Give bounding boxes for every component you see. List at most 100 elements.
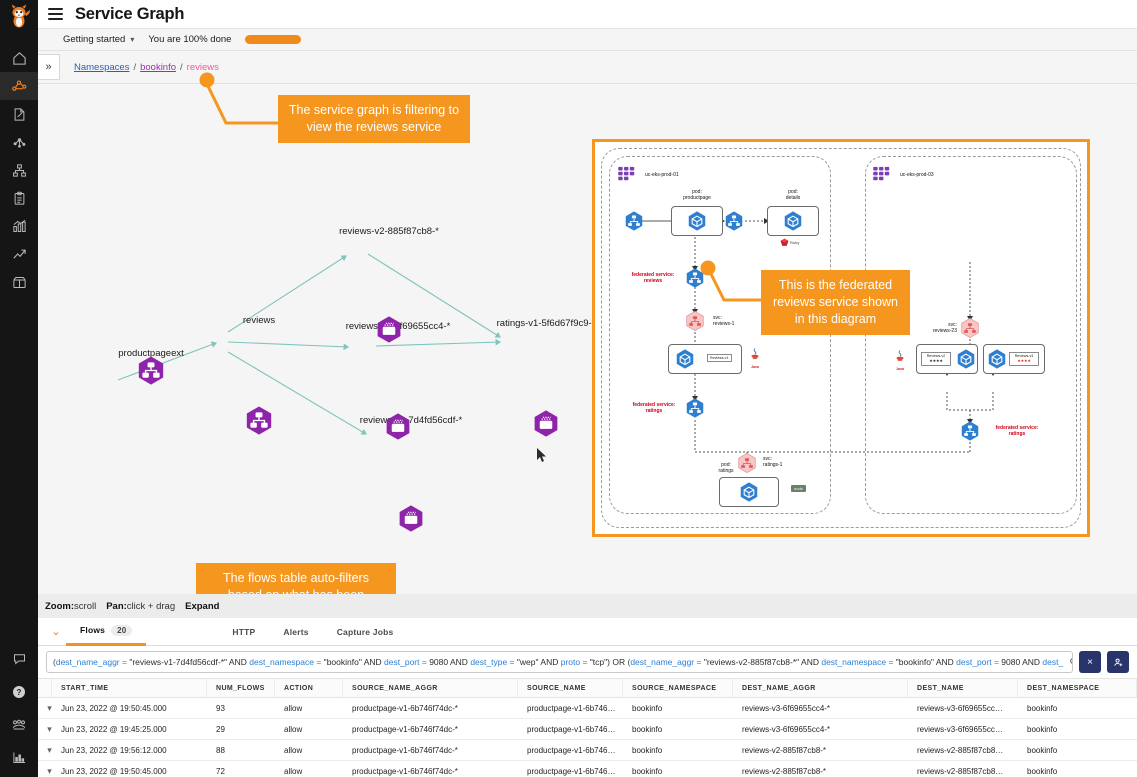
question-circle-icon[interactable]: ? bbox=[0, 676, 38, 707]
cluster-label-prod-03: uc-eks-prod-03 bbox=[900, 172, 934, 178]
query-token: dest_name_aggr bbox=[55, 657, 120, 667]
breadcrumb-bar: » Namespaces / bookinfo / reviews bbox=[38, 51, 1137, 84]
table-cell-dest-name: reviews-v2-885f87cb8… bbox=[917, 766, 1004, 776]
table-row[interactable]: ▾ Jun 23, 2022 @ 19:56:12.000 88 allow produ… bbox=[38, 740, 1137, 761]
graph-node-label-reviews: reviews bbox=[242, 315, 276, 326]
tab-capture-jobs[interactable]: Capture Jobs bbox=[323, 618, 408, 646]
getting-started-dropdown[interactable]: Getting started ▾ bbox=[63, 34, 134, 45]
query-token: = bbox=[313, 657, 324, 667]
table-header-source-namespace[interactable]: SOURCE_NAMESPACE bbox=[623, 679, 733, 697]
table-header-dest-namespace[interactable]: DEST_NAMESPACE bbox=[1018, 679, 1137, 697]
graph-edges bbox=[117, 253, 502, 435]
graph-node-reviews-v2[interactable] bbox=[375, 316, 403, 349]
breadcrumb-separator: / bbox=[133, 61, 137, 73]
search-input[interactable]: (dest_name_aggr = "reviews-v1-7d4fd56cdf… bbox=[46, 651, 1073, 673]
chevron-double-down-icon[interactable]: ⌄ bbox=[51, 626, 61, 638]
table-cell-dest-namespace: bookinfo bbox=[1027, 724, 1058, 734]
graph-node-ratings-v1[interactable] bbox=[532, 410, 560, 443]
table-header-num-flows[interactable]: NUM_FLOWS bbox=[207, 679, 275, 697]
chevron-down-icon[interactable]: ▾ bbox=[47, 723, 52, 734]
query-token: "reviews-v2-885f87cb8-*" bbox=[703, 657, 800, 667]
tab-alerts[interactable]: Alerts bbox=[269, 618, 322, 646]
table-cell-dest-name-aggr: reviews-v2-885f87cb8-* bbox=[742, 766, 827, 776]
chevron-down-icon[interactable]: ▾ bbox=[47, 765, 52, 776]
graph-node-productpageext[interactable] bbox=[136, 356, 166, 391]
query-token: 9080 bbox=[1001, 657, 1021, 667]
table-cell-source-name-aggr: productpage-v1-6b746f74dc-* bbox=[352, 703, 458, 713]
table-cell-dest-namespace: bookinfo bbox=[1027, 745, 1058, 755]
row-expand-cell[interactable]: ▾ bbox=[38, 698, 52, 718]
query-token: = bbox=[580, 657, 590, 667]
table-row[interactable]: ▾ Jun 23, 2022 @ 19:50:45.000 72 allow produ… bbox=[38, 761, 1137, 777]
breadcrumb-item-bookinfo[interactable]: bookinfo bbox=[140, 61, 177, 73]
table-header-dest-name[interactable]: DEST_NAME bbox=[908, 679, 1018, 697]
bar-graph-icon[interactable] bbox=[0, 742, 38, 773]
graph-node-reviews-v3[interactable] bbox=[384, 413, 412, 446]
table-header-source-name[interactable]: SOURCE_NAME bbox=[518, 679, 623, 697]
graph-node-label-productpageext: productpageext bbox=[118, 348, 184, 359]
table-cell-source-name-aggr: productpage-v1-6b746f74dc-* bbox=[352, 724, 458, 734]
flows-table-header: START_TIME NUM_FLOWS ACTION SOURCE_NAME_AGG… bbox=[38, 678, 1137, 698]
query-token: = bbox=[694, 657, 704, 667]
pan-hint: Pan:click + drag bbox=[106, 601, 175, 612]
users-group-icon[interactable] bbox=[0, 709, 38, 740]
annotation-leader-service-graph-filter bbox=[205, 83, 282, 125]
chevron-down-icon[interactable]: ▾ bbox=[47, 744, 52, 755]
sidebar-item-nodes[interactable] bbox=[0, 128, 38, 156]
table-row[interactable]: ▾ Jun 23, 2022 @ 19:45:25.000 29 allow produ… bbox=[38, 719, 1137, 740]
k8s-service-icon-details bbox=[723, 210, 745, 237]
tab-flows-label: Flows bbox=[80, 625, 106, 635]
sidebar-item-home[interactable] bbox=[0, 44, 38, 72]
table-header-action[interactable]: ACTION bbox=[275, 679, 343, 697]
sidebar-item-image-assurance[interactable] bbox=[0, 268, 38, 296]
graph-node-reviews[interactable] bbox=[244, 406, 274, 441]
sidebar-item-endpoints[interactable] bbox=[0, 156, 38, 184]
k8s-pod-icon-reviews-v1 bbox=[674, 348, 696, 375]
svc-icon-ratings-1 bbox=[736, 452, 758, 479]
query-token: dest_ bbox=[1042, 657, 1064, 667]
breadcrumb-item-namespaces[interactable]: Namespaces bbox=[74, 61, 130, 73]
chevron-down-icon[interactable]: ▾ bbox=[47, 702, 52, 713]
save-user-icon[interactable] bbox=[1107, 651, 1129, 673]
progress-text: You are 100% done bbox=[148, 34, 232, 45]
badge-reviews-v3: Reviews-v3 ★★★★ bbox=[1009, 352, 1039, 366]
table-header-start-time[interactable]: START_TIME bbox=[52, 679, 207, 697]
query-token: dest_port bbox=[384, 657, 420, 667]
hamburger-menu-icon[interactable] bbox=[48, 8, 63, 20]
support-chat-icon[interactable] bbox=[0, 643, 38, 674]
k8s-service-icon-ingress bbox=[623, 210, 645, 237]
table-header-source-name-aggr[interactable]: SOURCE_NAME_AGGR bbox=[343, 679, 518, 697]
graph-node-label-ratings-v1: ratings-v1-5f6d67f9c9-* bbox=[496, 318, 596, 329]
k8s-federated-service-icon-ratings-right bbox=[959, 420, 981, 447]
sidebar-item-dashboards[interactable] bbox=[0, 212, 38, 240]
row-expand-cell[interactable]: ▾ bbox=[38, 719, 52, 739]
query-token: dest_name_aggr bbox=[630, 657, 695, 667]
table-cell-num-flows: 88 bbox=[216, 745, 225, 755]
clear-filter-button[interactable]: × bbox=[1079, 651, 1101, 673]
tab-flows[interactable]: Flows 20 bbox=[66, 618, 147, 646]
panel-expander-button[interactable]: » bbox=[38, 54, 60, 80]
diagram-label-svc-ratings-1: svc: ratings-1 bbox=[763, 456, 783, 468]
table-cell-action: allow bbox=[284, 703, 303, 713]
table-cell-source-name-aggr: productpage-v1-6b746f74dc-* bbox=[352, 745, 458, 755]
zoom-hint: Zoom:scroll bbox=[45, 601, 96, 612]
query-token: "bookinfo" bbox=[895, 657, 934, 667]
getting-started-label: Getting started bbox=[63, 34, 126, 45]
table-cell-dest-namespace: bookinfo bbox=[1027, 703, 1058, 713]
tigera-tiger-logo[interactable] bbox=[0, 0, 38, 30]
table-row[interactable]: ▾ Jun 23, 2022 @ 19:50:45.000 93 allow produ… bbox=[38, 698, 1137, 719]
flows-table-body: ▾ Jun 23, 2022 @ 19:50:45.000 93 allow produ… bbox=[38, 698, 1137, 777]
sidebar-item-policies[interactable] bbox=[0, 100, 38, 128]
progress-bar bbox=[245, 35, 302, 44]
sidebar-item-timeline[interactable] bbox=[0, 240, 38, 268]
row-expand-cell[interactable]: ▾ bbox=[38, 761, 52, 777]
query-token: ( bbox=[53, 657, 56, 667]
row-expand-cell[interactable]: ▾ bbox=[38, 740, 52, 760]
magnifier-icon[interactable]: ⚲ bbox=[1063, 656, 1072, 669]
search-query-text: (dest_name_aggr = "reviews-v1-7d4fd56cdf… bbox=[53, 657, 1063, 667]
tab-http[interactable]: HTTP bbox=[218, 618, 269, 646]
sidebar-item-service-graph[interactable] bbox=[0, 72, 38, 100]
sidebar-item-compliance[interactable] bbox=[0, 184, 38, 212]
graph-node-reviews-v1[interactable] bbox=[397, 505, 425, 538]
table-header-dest-name-aggr[interactable]: DEST_NAME_AGGR bbox=[733, 679, 908, 697]
